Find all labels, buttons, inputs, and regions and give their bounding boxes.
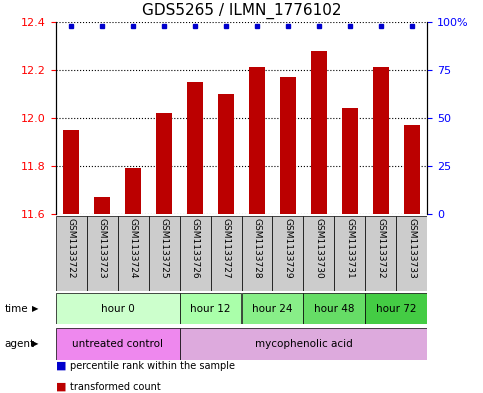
Text: GSM1133733: GSM1133733 bbox=[408, 219, 416, 279]
Text: GSM1133732: GSM1133732 bbox=[376, 219, 385, 279]
Text: GSM1133731: GSM1133731 bbox=[345, 219, 355, 279]
Bar bbox=[117, 216, 149, 291]
Text: ■: ■ bbox=[56, 382, 66, 391]
Bar bbox=[56, 293, 180, 324]
Text: ▶: ▶ bbox=[31, 304, 38, 313]
Bar bbox=[280, 77, 296, 214]
Text: GSM1133730: GSM1133730 bbox=[314, 219, 324, 279]
Bar bbox=[334, 216, 366, 291]
Bar bbox=[180, 216, 211, 291]
Text: agent: agent bbox=[5, 339, 35, 349]
Text: ▶: ▶ bbox=[31, 340, 38, 348]
Text: untreated control: untreated control bbox=[72, 339, 163, 349]
Text: GSM1133725: GSM1133725 bbox=[159, 219, 169, 279]
Bar bbox=[94, 197, 110, 214]
Bar bbox=[311, 51, 327, 214]
Bar bbox=[242, 216, 272, 291]
Bar bbox=[218, 94, 234, 214]
Text: hour 72: hour 72 bbox=[376, 303, 417, 314]
Text: GSM1133727: GSM1133727 bbox=[222, 219, 230, 279]
Bar bbox=[373, 67, 389, 214]
Text: mycophenolic acid: mycophenolic acid bbox=[255, 339, 353, 349]
Bar bbox=[187, 82, 203, 214]
Text: hour 0: hour 0 bbox=[100, 303, 134, 314]
Text: percentile rank within the sample: percentile rank within the sample bbox=[70, 361, 235, 371]
Text: ■: ■ bbox=[56, 361, 66, 371]
Bar bbox=[125, 169, 141, 214]
Text: GSM1133724: GSM1133724 bbox=[128, 219, 138, 279]
Text: GSM1133728: GSM1133728 bbox=[253, 219, 261, 279]
Bar bbox=[242, 293, 303, 324]
Text: GSM1133726: GSM1133726 bbox=[190, 219, 199, 279]
Bar bbox=[342, 108, 358, 214]
Bar bbox=[303, 216, 334, 291]
Bar bbox=[63, 130, 79, 214]
Bar bbox=[397, 216, 427, 291]
Bar bbox=[404, 125, 420, 214]
Title: GDS5265 / ILMN_1776102: GDS5265 / ILMN_1776102 bbox=[142, 3, 341, 19]
Bar bbox=[56, 216, 86, 291]
Text: transformed count: transformed count bbox=[70, 382, 161, 391]
Bar bbox=[149, 216, 180, 291]
Text: time: time bbox=[5, 303, 28, 314]
Bar bbox=[303, 293, 366, 324]
Bar bbox=[366, 293, 427, 324]
Bar bbox=[211, 216, 242, 291]
Bar bbox=[156, 113, 172, 214]
Bar bbox=[86, 216, 117, 291]
Bar bbox=[180, 293, 242, 324]
Bar bbox=[366, 216, 397, 291]
Text: GSM1133723: GSM1133723 bbox=[98, 219, 107, 279]
Text: GSM1133729: GSM1133729 bbox=[284, 219, 293, 279]
Bar bbox=[249, 67, 265, 214]
Text: GSM1133722: GSM1133722 bbox=[67, 219, 75, 279]
Bar bbox=[180, 328, 427, 360]
Text: hour 48: hour 48 bbox=[314, 303, 355, 314]
Bar bbox=[272, 216, 303, 291]
Text: hour 24: hour 24 bbox=[252, 303, 293, 314]
Text: hour 12: hour 12 bbox=[190, 303, 231, 314]
Bar bbox=[56, 328, 180, 360]
